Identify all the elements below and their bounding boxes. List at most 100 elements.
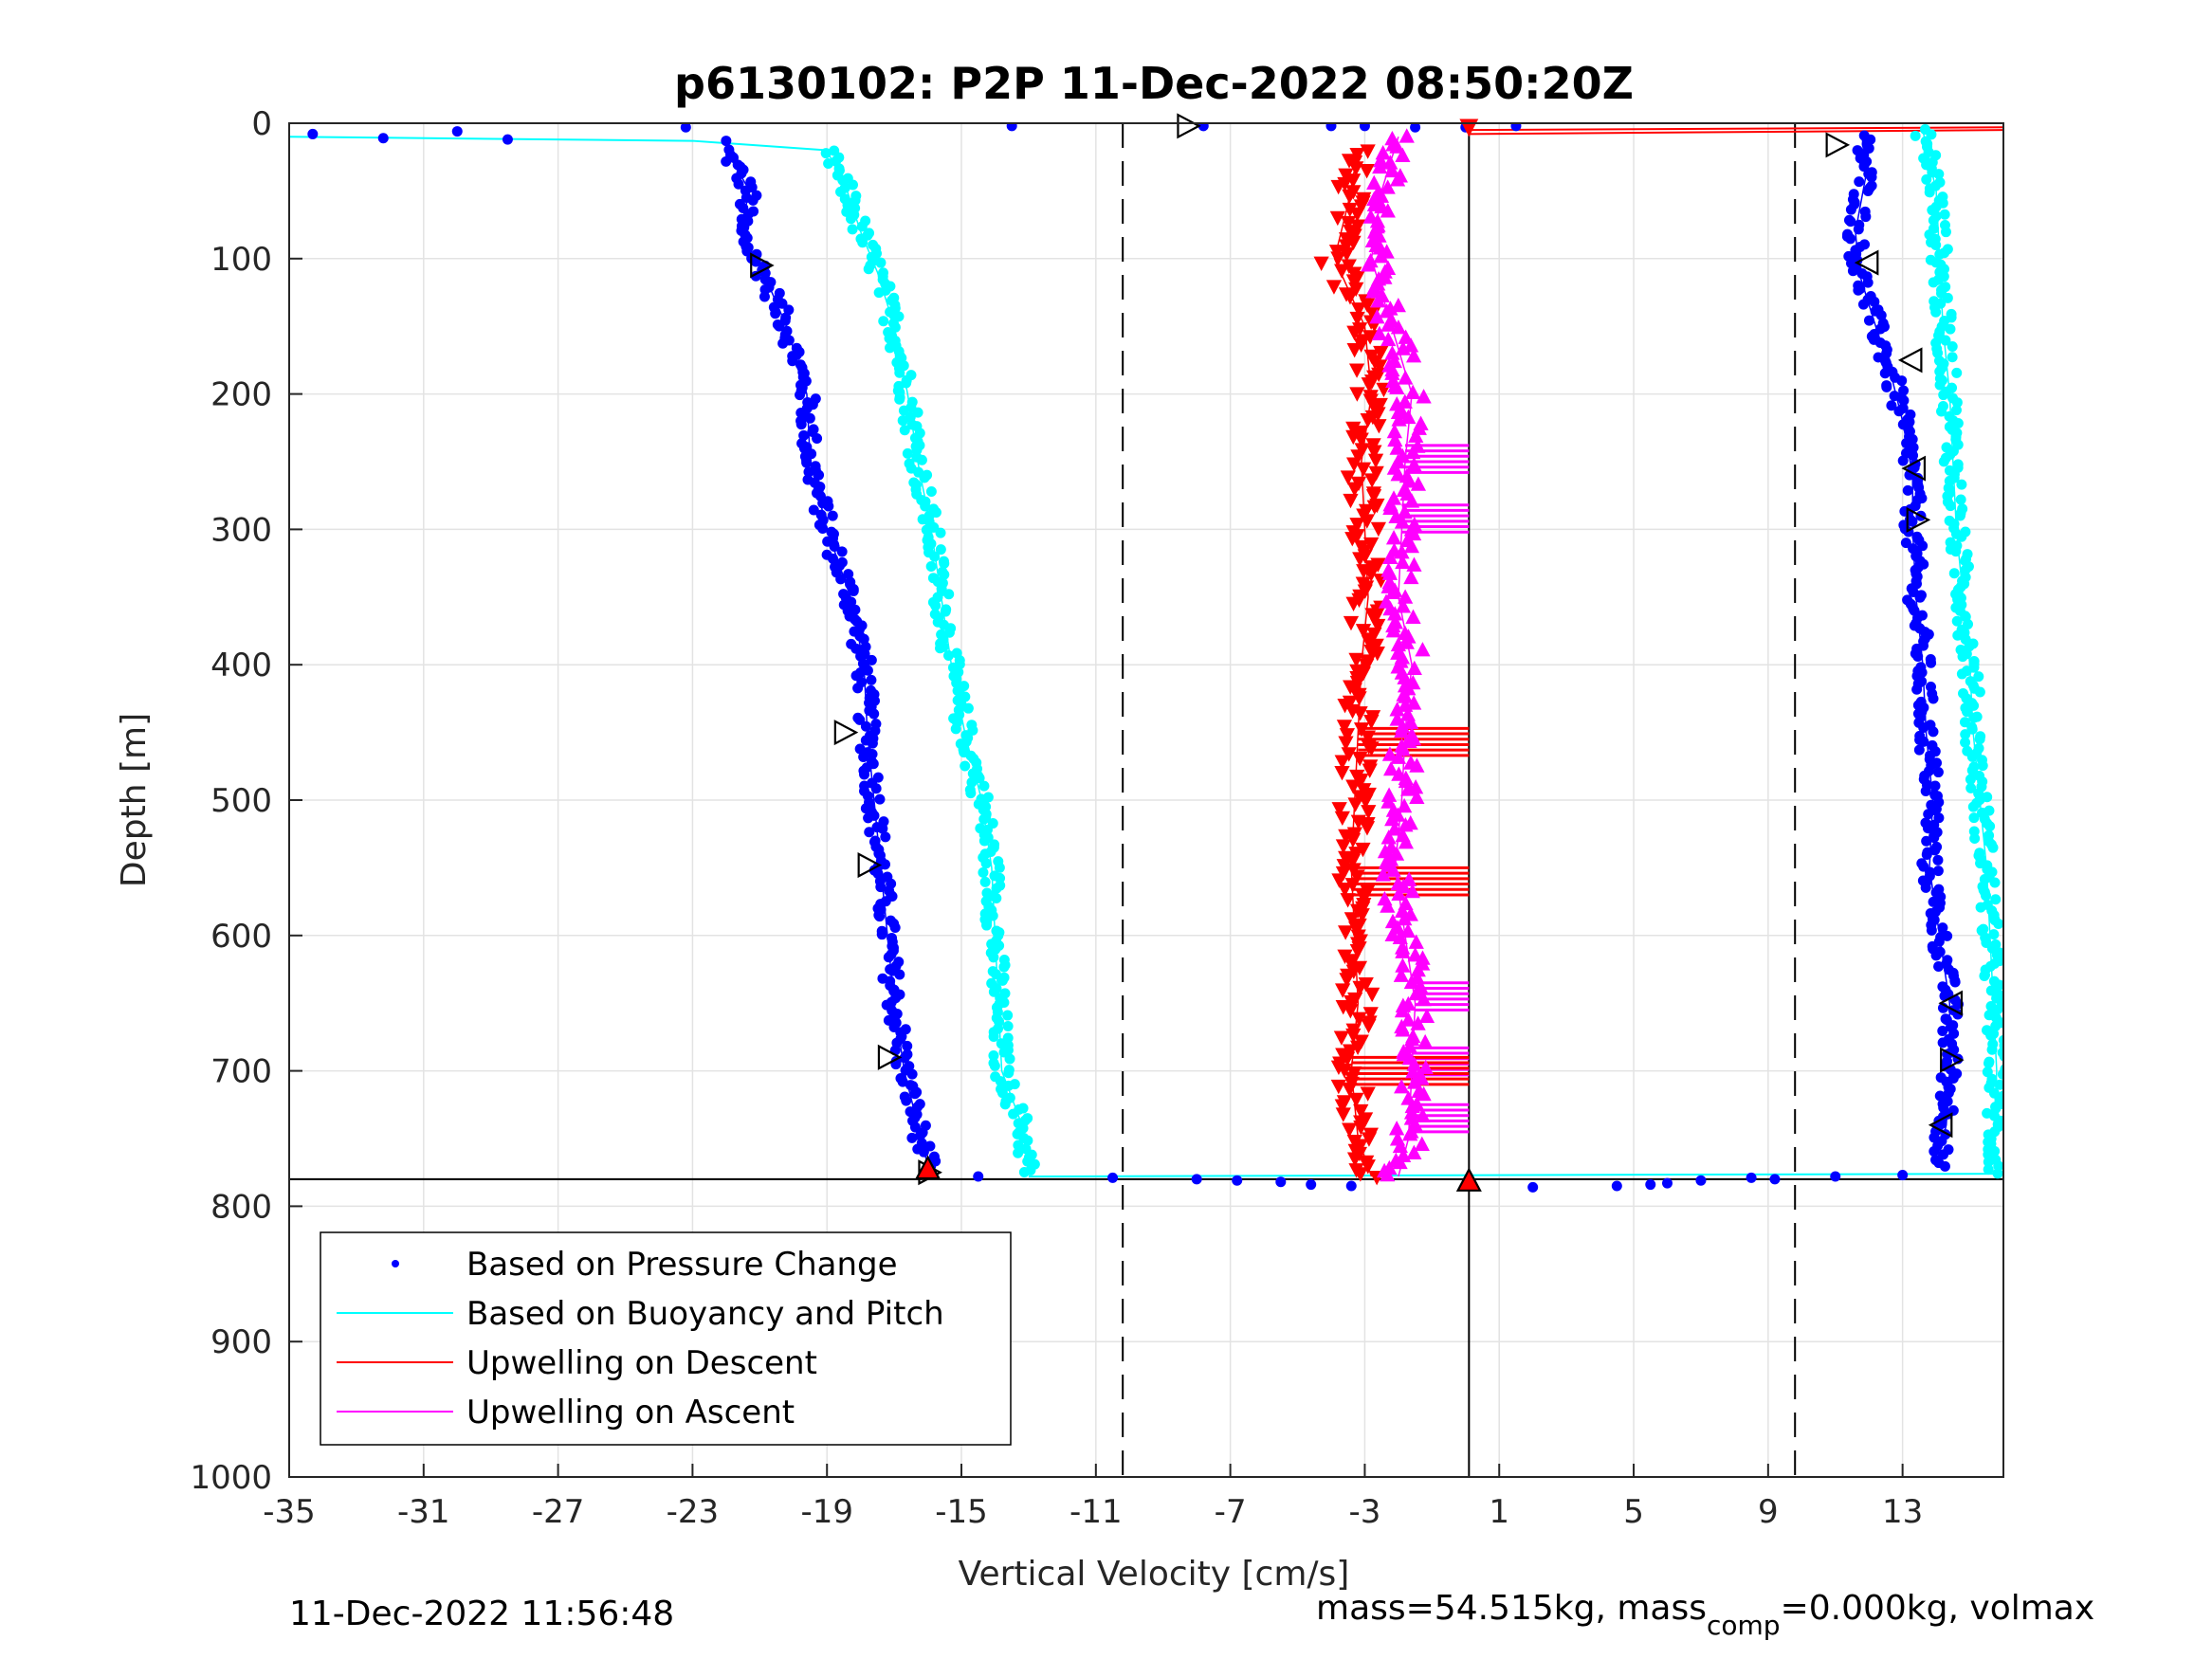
buoyancy-point bbox=[847, 179, 858, 191]
pressure-point bbox=[854, 714, 866, 725]
descent-upwelling-mark bbox=[1367, 453, 1384, 469]
descent-upwelling-mark bbox=[1363, 473, 1380, 488]
ascent-upwelling-mark bbox=[1408, 985, 1424, 1001]
pressure-point bbox=[777, 298, 788, 309]
pressure-point bbox=[1922, 823, 1933, 834]
ascent-upwelling-mark bbox=[1392, 1154, 1408, 1170]
pressure-point bbox=[1857, 299, 1869, 310]
surface-point bbox=[502, 134, 513, 145]
buoyancy-point bbox=[994, 862, 1005, 873]
buoyancy-point bbox=[1993, 1160, 2003, 1172]
bottom-point bbox=[1306, 1179, 1317, 1191]
x-tick-label: 5 bbox=[1623, 1493, 1644, 1531]
buoyancy-point bbox=[1940, 227, 1951, 238]
pressure-point bbox=[795, 390, 806, 401]
ascent-upwelling-mark bbox=[1414, 1070, 1430, 1085]
pressure-point bbox=[1921, 849, 1932, 861]
pressure-point bbox=[848, 585, 859, 596]
buoyancy-point bbox=[960, 760, 971, 772]
buoyancy-point bbox=[925, 560, 937, 572]
descent-upwelling-mark bbox=[1343, 493, 1359, 509]
buoyancy-point bbox=[1973, 671, 1984, 683]
ascent-upwelling-mark bbox=[1391, 766, 1407, 781]
descent-upwelling-mark bbox=[1350, 449, 1366, 465]
pressure-point bbox=[801, 457, 813, 468]
descent-upwelling-mark bbox=[1339, 728, 1356, 743]
pressure-point bbox=[836, 546, 848, 557]
descent-upwelling-mark bbox=[1353, 1103, 1369, 1120]
buoyancy-point bbox=[1004, 1053, 1015, 1065]
pressure-point bbox=[875, 882, 887, 893]
surface-point bbox=[1410, 123, 1421, 133]
pressure-point bbox=[889, 921, 901, 933]
buoyancy-point bbox=[988, 1049, 999, 1061]
descent-upwelling-mark bbox=[1369, 647, 1385, 662]
pressure-point bbox=[1937, 922, 1948, 934]
pressure-point bbox=[1847, 265, 1858, 277]
ascent-upwelling-mark bbox=[1380, 317, 1397, 332]
y-tick-label: 800 bbox=[210, 1188, 272, 1226]
ascent-upwelling-mark bbox=[1390, 466, 1406, 482]
descent-upwelling-mark bbox=[1360, 1086, 1376, 1102]
pressure-point bbox=[850, 643, 862, 654]
pressure-point bbox=[1918, 722, 1929, 734]
buoyancy-point bbox=[1961, 706, 1972, 718]
pressure-point bbox=[867, 748, 878, 759]
surface-point bbox=[1197, 123, 1209, 132]
buoyancy-point bbox=[856, 221, 868, 232]
buoyancy-point bbox=[950, 723, 961, 735]
descent-upwelling-mark bbox=[1330, 1079, 1346, 1095]
ascent-upwelling-mark bbox=[1365, 283, 1381, 299]
pressure-point bbox=[1926, 657, 1937, 668]
pressure-point bbox=[897, 1076, 908, 1087]
descent-upwelling-mark bbox=[1330, 179, 1346, 195]
pressure-point bbox=[804, 412, 815, 424]
descent-upwelling-mark bbox=[1336, 859, 1352, 874]
ascent-upwelling-mark bbox=[1405, 348, 1422, 363]
pressure-point bbox=[1860, 211, 1872, 223]
x-tick-label: 9 bbox=[1758, 1493, 1779, 1531]
buoyancy-point bbox=[995, 872, 1006, 884]
y-tick-label: 600 bbox=[210, 918, 272, 956]
buoyancy-point bbox=[1983, 1164, 1994, 1176]
ascent-upwelling-mark bbox=[1397, 503, 1413, 520]
pressure-point bbox=[1862, 277, 1874, 288]
ascent-upwelling-mark bbox=[1380, 179, 1396, 194]
buoyancy-point bbox=[1951, 397, 1963, 409]
buoyancy-point bbox=[1968, 700, 1980, 711]
bottom-point bbox=[1275, 1176, 1287, 1188]
descent-upwelling-mark bbox=[1334, 766, 1350, 781]
buoyancy-point bbox=[1969, 833, 1981, 845]
pressure-point bbox=[774, 320, 785, 332]
pressure-point bbox=[1881, 381, 1892, 392]
bottom-point bbox=[1769, 1174, 1781, 1185]
legend-label-buoyancy: Based on Buoyancy and Pitch bbox=[466, 1295, 944, 1333]
buoyancy-point bbox=[929, 551, 941, 562]
ascent-upwelling-mark bbox=[1410, 1015, 1426, 1030]
footer-timestamp: 11-Dec-2022 11:56:48 bbox=[289, 1595, 674, 1633]
buoyancy-point bbox=[930, 600, 941, 611]
pressure-point bbox=[1886, 400, 1897, 411]
ascent-upwelling-mark bbox=[1416, 389, 1432, 404]
ascent-upwelling-mark bbox=[1395, 598, 1412, 613]
buoyancy-point bbox=[857, 237, 868, 248]
buoyancy-point bbox=[1994, 1079, 2003, 1090]
buoyancy-point bbox=[1965, 774, 1976, 785]
buoyancy-point bbox=[1936, 406, 1947, 417]
ascent-upwelling-mark bbox=[1390, 297, 1406, 313]
pressure-point bbox=[867, 738, 878, 749]
pressure-point bbox=[747, 194, 759, 206]
marker-layer bbox=[750, 113, 1965, 1192]
ascent-upwelling-mark bbox=[1384, 926, 1400, 941]
ascent-upwelling-mark bbox=[1416, 1085, 1432, 1102]
pressure-point bbox=[1929, 1145, 1940, 1157]
pressure-point bbox=[1845, 204, 1856, 215]
descent-upwelling-mark bbox=[1356, 890, 1372, 905]
pressure-point bbox=[906, 1068, 918, 1080]
triangle-left-marker bbox=[1897, 347, 1923, 374]
pressure-point bbox=[1845, 216, 1856, 228]
descent-upwelling-mark bbox=[1352, 980, 1368, 996]
buoyancy-point bbox=[942, 650, 954, 662]
buoyancy-point bbox=[1960, 737, 1971, 748]
ascent-upwelling-mark bbox=[1386, 821, 1402, 836]
